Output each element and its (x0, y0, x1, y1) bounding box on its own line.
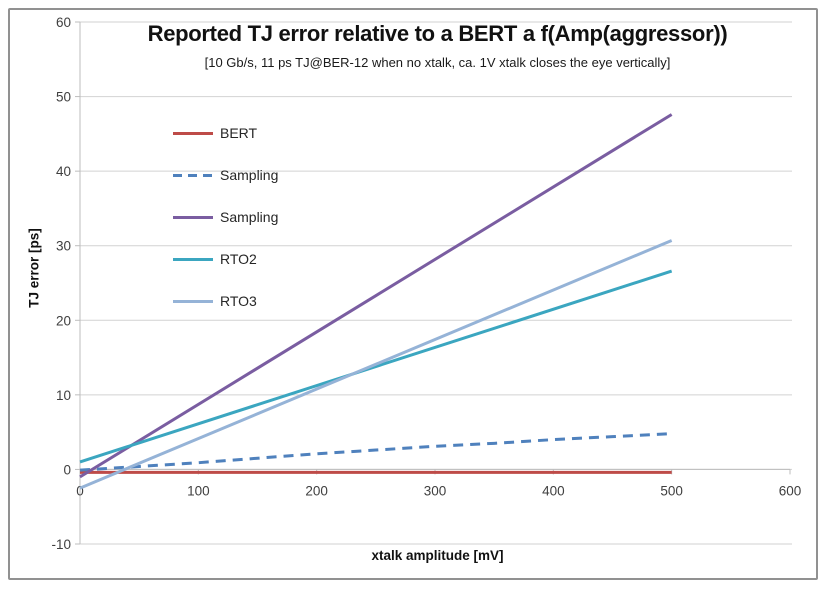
legend-label: Sampling (220, 167, 279, 183)
y-tick-label: 0 (63, 462, 71, 477)
legend-line-swatch (173, 257, 213, 261)
legend-item-3-rto2: RTO2 (173, 251, 278, 267)
y-tick-label: 10 (56, 388, 71, 403)
chart-subtitle: [10 Gb/s, 11 ps TJ@BER-12 when no xtalk,… (204, 55, 671, 70)
x-axis-title: xtalk amplitude [mV] (371, 548, 504, 563)
x-tick-label: 200 (305, 483, 328, 498)
series-line-1-sampling (79, 432, 672, 472)
x-tick-label: 300 (424, 483, 447, 498)
legend-label: RTO2 (220, 251, 257, 267)
legend-label: BERT (220, 125, 258, 141)
legend-item-2-sampling: Sampling (173, 209, 278, 225)
x-tick-label: 500 (660, 483, 683, 498)
legend-line-swatch (173, 215, 213, 219)
y-tick-label: 20 (56, 313, 71, 328)
series-line-3-rto2 (79, 269, 673, 464)
legend-item-4-rto3: RTO3 (173, 293, 278, 309)
y-tick-label: 60 (56, 15, 71, 30)
x-tick-label: 0 (76, 483, 84, 498)
y-tick-label: 30 (56, 239, 71, 254)
legend-line-swatch (173, 131, 213, 135)
y-tick-label: 50 (56, 90, 71, 105)
x-tick-label: 400 (542, 483, 565, 498)
y-tick-label: -10 (51, 537, 71, 552)
legend: BERT Sampling Sampling RTO2 RTO3 (173, 125, 278, 309)
legend-label: Sampling (220, 209, 279, 225)
y-tick-label: 40 (56, 164, 71, 179)
legend-item-0-bert: BERT (173, 125, 278, 141)
legend-item-1-sampling: Sampling (173, 167, 278, 183)
x-tick-label: 600 (779, 483, 802, 498)
chart-title: Reported TJ error relative to a BERT a f… (147, 21, 728, 46)
legend-label: RTO3 (220, 293, 257, 309)
series-line-2-sampling (79, 113, 673, 479)
x-tick-label: 100 (187, 483, 210, 498)
series-line-4-rto3 (79, 239, 673, 490)
legend-line-swatch (173, 299, 213, 303)
legend-line-swatch (173, 173, 213, 177)
